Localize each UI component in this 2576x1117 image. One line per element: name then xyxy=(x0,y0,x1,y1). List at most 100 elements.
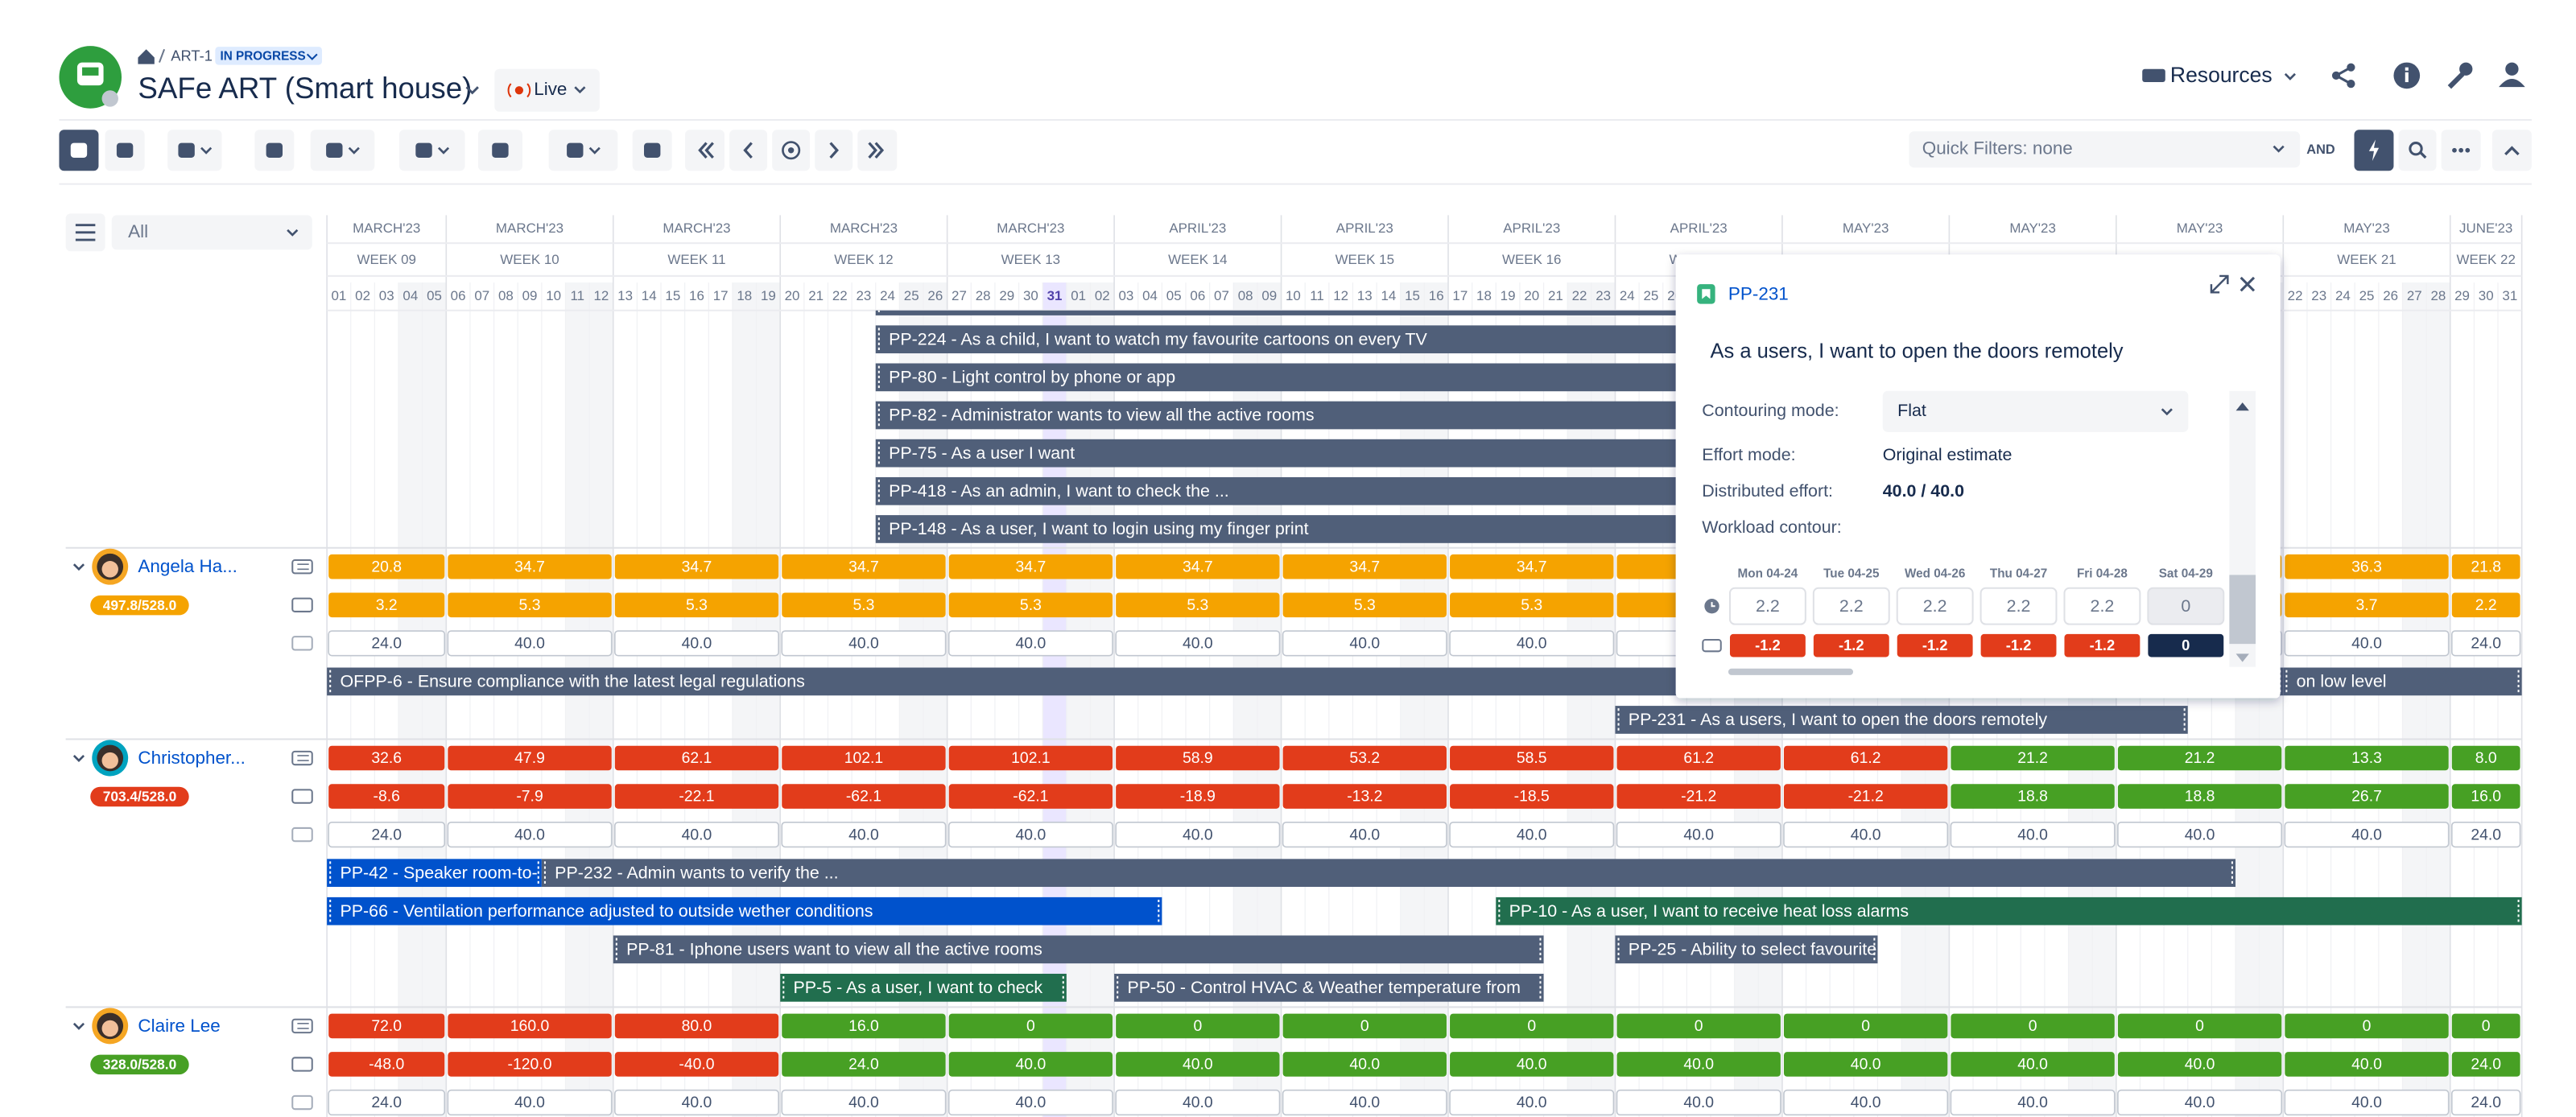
toolbar-button[interactable] xyxy=(477,130,522,171)
load-cell xyxy=(948,554,1113,579)
issue-bar[interactable]: PP-50 - Control HVAC & Weather temperatu… xyxy=(1114,974,1544,1002)
capacity-cell xyxy=(2284,630,2450,657)
toolbar-button[interactable] xyxy=(772,130,811,171)
toolbar-button[interactable] xyxy=(729,130,768,171)
expand-button[interactable] xyxy=(2210,274,2229,294)
toolbar-button[interactable] xyxy=(857,130,898,171)
resource-name[interactable]: Angela Ha... xyxy=(138,556,237,576)
toolbar-button[interactable] xyxy=(167,130,222,171)
home-icon[interactable] xyxy=(138,49,155,64)
quick-filters[interactable] xyxy=(1909,131,2301,168)
effort-input[interactable] xyxy=(2063,587,2141,625)
toolbar-button[interactable] xyxy=(59,130,99,171)
issue-bar[interactable]: PP-323 - As an admin, I want to check th… xyxy=(875,287,1711,315)
info-button[interactable] xyxy=(2393,62,2421,89)
toolbar-button[interactable] xyxy=(398,130,465,171)
project-title[interactable]: SAFe ART (Smart house) xyxy=(138,72,472,105)
issue-bar[interactable]: PP-10 - As a user, I want to receive hea… xyxy=(1496,896,2522,925)
scroll-down[interactable] xyxy=(2235,653,2249,662)
effort-input[interactable] xyxy=(1812,587,1890,625)
load-value: 21.2 xyxy=(2017,749,2048,767)
issue-bar[interactable]: PP-224 - As a child, I want to watch my … xyxy=(875,325,1711,354)
hscrollbar-thumb[interactable] xyxy=(1728,668,1854,675)
filter-select[interactable] xyxy=(111,215,312,250)
button-icon xyxy=(2452,147,2457,153)
button-icon xyxy=(2504,146,2520,156)
button-icon xyxy=(70,142,88,158)
day-label: 23 xyxy=(1596,288,1611,303)
capacity-cell xyxy=(947,1089,1113,1116)
issue-bar[interactable]: PP-81 - Iphone users want to view all th… xyxy=(613,935,1544,964)
scrollbar-thumb[interactable] xyxy=(2229,575,2256,645)
resource-name[interactable]: Christopher... xyxy=(138,748,245,768)
issue-bar[interactable]: PP-148 - As a user, I want to login usin… xyxy=(875,515,1711,543)
toolbar-button[interactable] xyxy=(548,130,618,171)
button-icon xyxy=(698,142,714,159)
status-text: IN PROGRESS xyxy=(220,49,305,63)
toolbar-button[interactable] xyxy=(310,130,375,171)
toolbar-button[interactable] xyxy=(254,130,295,171)
contouring-select[interactable] xyxy=(1882,390,2189,432)
toolbar-button[interactable] xyxy=(2398,130,2437,171)
day-label: 13 xyxy=(617,288,633,303)
load-value: 32.6 xyxy=(371,749,402,767)
issue-bar[interactable]: PP-82 - Administrator wants to view all … xyxy=(875,401,1711,430)
remaining-cell xyxy=(1116,1052,1280,1077)
issue-bar[interactable]: PP-418 - As an admin, I want to check th… xyxy=(875,476,1711,505)
capacity-cell xyxy=(1616,821,1781,848)
toolbar-button[interactable] xyxy=(815,130,853,171)
header: ART-1 IN PROGRESS SAFe ART (Smart house)… xyxy=(59,46,2532,252)
week-label: WEEK 15 xyxy=(1335,252,1394,267)
favorite-star[interactable] xyxy=(101,90,118,107)
issue-bar[interactable]: PP-25 - Ability to select favourite xyxy=(1615,935,1878,964)
issue-bar[interactable]: PP-75 - As a user I want xyxy=(875,439,1711,468)
button-icon xyxy=(415,142,432,158)
load-cell xyxy=(2451,554,2520,579)
settings-button[interactable] xyxy=(2447,62,2473,89)
close-button[interactable] xyxy=(2240,276,2256,292)
day-label: 03 xyxy=(379,288,394,303)
issue-bar[interactable]: on low level xyxy=(2283,667,2522,696)
resources-menu[interactable]: Resources xyxy=(2170,63,2273,87)
filter-operator[interactable]: AND xyxy=(2306,142,2335,157)
toolbar-button[interactable] xyxy=(2354,130,2394,171)
resource-name[interactable]: Claire Lee xyxy=(138,1016,220,1036)
issue-bar[interactable]: PP-5 - As a user, I want to check xyxy=(780,974,1067,1002)
toolbar-button[interactable] xyxy=(685,130,724,171)
status-badge[interactable] xyxy=(215,47,322,65)
load-value: 47.9 xyxy=(514,749,545,767)
live-button[interactable] xyxy=(494,68,600,112)
day-label: 13 xyxy=(1357,288,1373,303)
remaining-value: 5.3 xyxy=(852,596,874,614)
effort-input[interactable] xyxy=(2147,587,2225,625)
day-label: 02 xyxy=(1095,288,1110,303)
day-label: 17 xyxy=(713,288,729,303)
effort-input[interactable] xyxy=(1979,587,2058,625)
effort-input[interactable] xyxy=(1896,587,1974,625)
filter-icon xyxy=(75,224,96,241)
issue-bar[interactable]: PP-231 - As a users, I want to open the … xyxy=(1615,706,2188,734)
total-label: 328.0/528.0 xyxy=(103,1056,177,1072)
profile-button[interactable] xyxy=(2499,62,2525,88)
toolbar-button[interactable] xyxy=(2491,130,2532,171)
remaining-value: -18.9 xyxy=(1180,788,1216,806)
issue-bar[interactable]: PP-80 - Light control by phone or app xyxy=(875,363,1711,392)
effort-input[interactable] xyxy=(1728,587,1806,625)
bar xyxy=(780,974,1067,1002)
button-bg xyxy=(2491,130,2532,171)
issue-bar[interactable]: PP-66 - Ventilation performance adjusted… xyxy=(327,896,1162,925)
load-cell xyxy=(1282,554,1447,579)
day-label: 01 xyxy=(332,288,347,303)
capacity-value: 40.0 xyxy=(1349,634,1380,652)
toolbar-button[interactable] xyxy=(2441,130,2481,171)
share-button[interactable] xyxy=(2331,63,2355,89)
issue-bar[interactable]: PP-232 - Admin wants to verify the ... xyxy=(541,859,2236,888)
toolbar-button[interactable] xyxy=(105,130,145,171)
toolbar-button[interactable] xyxy=(632,130,672,171)
issue-key[interactable]: PP-231 xyxy=(1728,283,1789,303)
scroll-up[interactable] xyxy=(2235,402,2249,411)
chevron xyxy=(465,86,479,95)
live-label: Live xyxy=(534,79,567,99)
breadcrumb[interactable]: ART-1 xyxy=(171,47,213,64)
issue-bar[interactable]: PP-42 - Speaker room-to- xyxy=(327,859,542,888)
